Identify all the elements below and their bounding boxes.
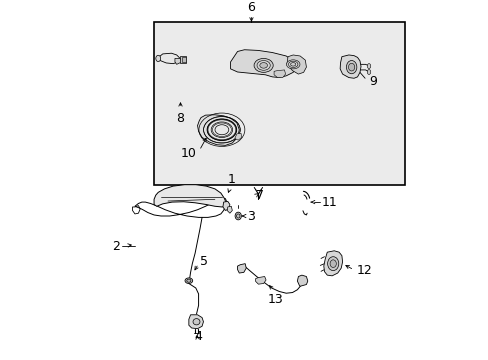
Polygon shape: [230, 50, 296, 77]
Text: 9: 9: [369, 75, 377, 87]
Ellipse shape: [257, 60, 270, 70]
Polygon shape: [223, 201, 229, 211]
Ellipse shape: [290, 63, 295, 66]
Polygon shape: [237, 264, 246, 273]
Text: 4: 4: [194, 330, 202, 343]
Ellipse shape: [348, 63, 354, 71]
Polygon shape: [297, 275, 307, 286]
Ellipse shape: [288, 61, 297, 67]
Ellipse shape: [236, 214, 240, 218]
Ellipse shape: [235, 212, 241, 220]
Text: 13: 13: [267, 293, 283, 306]
Ellipse shape: [286, 60, 299, 69]
Ellipse shape: [327, 257, 338, 271]
Text: 8: 8: [176, 112, 184, 125]
Ellipse shape: [193, 319, 200, 325]
Ellipse shape: [366, 69, 370, 75]
Ellipse shape: [186, 279, 190, 282]
Ellipse shape: [259, 63, 267, 68]
Ellipse shape: [184, 278, 192, 283]
Ellipse shape: [207, 119, 236, 140]
Text: 6: 6: [247, 1, 255, 14]
Text: 2: 2: [112, 240, 120, 253]
Ellipse shape: [329, 260, 336, 267]
Polygon shape: [273, 70, 285, 77]
Polygon shape: [323, 251, 342, 276]
Ellipse shape: [254, 58, 273, 72]
Ellipse shape: [366, 64, 370, 68]
Bar: [154, 22, 404, 185]
Ellipse shape: [346, 60, 356, 74]
Polygon shape: [154, 185, 226, 207]
Text: 1: 1: [227, 173, 235, 186]
Polygon shape: [234, 133, 241, 140]
Ellipse shape: [156, 55, 161, 62]
Polygon shape: [175, 58, 182, 64]
Text: 5: 5: [200, 255, 207, 268]
Text: 7: 7: [255, 189, 263, 202]
Polygon shape: [188, 315, 203, 329]
Polygon shape: [226, 206, 232, 213]
Polygon shape: [255, 276, 265, 284]
Text: 12: 12: [356, 264, 371, 277]
Polygon shape: [286, 55, 306, 74]
Polygon shape: [340, 55, 360, 78]
Polygon shape: [159, 53, 180, 64]
Text: 3: 3: [247, 210, 255, 222]
Text: 10: 10: [180, 147, 196, 160]
Bar: [182, 57, 186, 62]
Polygon shape: [197, 115, 239, 145]
Bar: [180, 57, 186, 63]
Text: 11: 11: [321, 195, 337, 208]
